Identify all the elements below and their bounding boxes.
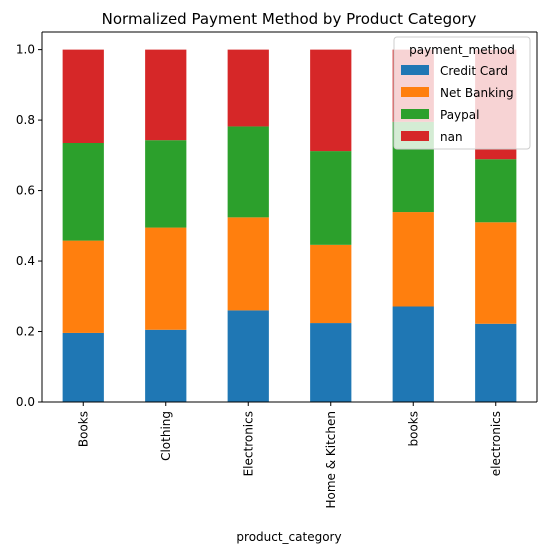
y-tick-label: 0.6 [16,184,35,198]
legend-swatch-net-banking [401,87,429,97]
x-tick-label: Clothing [159,411,173,461]
x-tick-label: electronics [489,411,503,476]
bar-credit-card-0 [62,332,104,402]
bar-nan-2 [227,49,269,127]
bar-credit-card-2 [227,310,269,402]
bar-net-banking-0 [62,240,104,333]
legend-label: Credit Card [440,64,508,78]
y-tick-label: 0.4 [16,254,35,268]
bar-net-banking-2 [227,217,269,311]
legend-swatch-paypal [401,109,429,119]
bar-nan-0 [62,49,104,143]
bar-credit-card-4 [392,306,434,402]
legend-label: Paypal [440,108,479,122]
bar-nan-3 [310,49,352,152]
bar-net-banking-1 [145,227,187,330]
bar-credit-card-1 [145,329,187,402]
y-tick-label: 0.0 [16,395,35,409]
x-tick-label: Electronics [241,411,255,476]
x-tick-label: books [406,411,420,447]
y-axis-ticks: 0.0 0.2 0.4 0.6 0.8 1.0 [16,43,42,409]
bar-paypal-1 [145,140,187,228]
legend: payment_method Credit Card Net Banking Payp… [393,36,531,150]
bar-paypal-3 [310,151,352,245]
bar-net-banking-5 [475,222,517,324]
legend-label: Net Banking [440,86,514,100]
x-axis-label: product_category [236,530,341,544]
bar-nan-1 [145,49,187,141]
legend-label: nan [440,130,463,144]
y-tick-label: 0.8 [16,113,35,127]
legend-title: payment_method [409,43,515,57]
bar-credit-card-3 [310,323,352,402]
axes-layer [41,31,538,403]
bar-paypal-2 [227,126,269,218]
legend-swatch-credit-card [401,65,429,75]
bar-net-banking-4 [392,212,434,307]
y-tick-label: 1.0 [16,43,35,57]
x-tick-label: Books [76,411,90,447]
bar-net-banking-3 [310,244,352,324]
legend-swatch-nan [401,131,429,141]
bar-credit-card-5 [475,323,517,402]
x-axis-ticks: Books Clothing Electronics Home & Kitchen bo… [76,402,503,509]
bar-paypal-5 [475,159,517,223]
y-tick-label: 0.2 [16,325,35,339]
bar-paypal-0 [62,143,104,241]
x-tick-label: Home & Kitchen [324,411,338,509]
chart-title: Normalized Payment Method by Product Cat… [102,10,477,28]
bars-layer [62,49,517,402]
